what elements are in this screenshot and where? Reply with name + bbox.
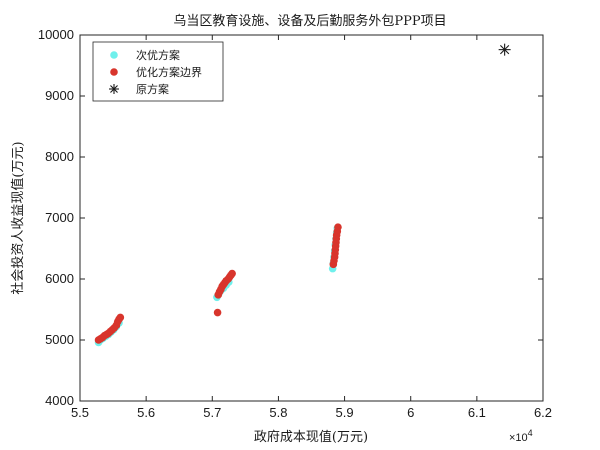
legend-marker [110,51,118,59]
x-tick-label: 5.6 [137,405,155,420]
y-tick-label: 5000 [45,332,74,347]
y-tick-label: 4000 [45,393,74,408]
x-axis-exponent-power: 4 [528,428,533,438]
data-point [213,308,222,317]
x-axis-exponent: ×104 [509,428,533,444]
data-point [228,269,236,278]
x-tick-label: 6.1 [468,405,486,420]
legend-label: 优化方案边界 [136,65,202,79]
x-axis: 5.5 5.6 5.7 5.8 5.9 6 6.1 6.2 [71,35,552,420]
data-point [334,223,342,231]
y-tick-label: 9000 [45,88,74,103]
x-tick-label: 5.5 [71,405,89,420]
y-tick-label: 10000 [38,27,74,42]
x-axis-exponent-base: ×10 [509,432,528,444]
y-axis-label: 社会投资人收益现值(万元) [10,141,26,294]
x-axis-label: 政府成本现值(万元) [254,429,368,445]
y-axis: 4000 5000 6000 7000 8000 9000 10000 [38,27,543,408]
y-tick-label: 6000 [45,271,74,286]
y-tick-label: 8000 [45,149,74,164]
x-tick-label: 6 [407,405,414,420]
data-points [94,43,511,347]
chart-title: 乌当区教育设施、设备及后勤服务外包PPP项目 [173,13,446,29]
x-tick-label: 5.7 [203,405,221,420]
x-tick-label: 5.9 [336,405,354,420]
data-point [116,313,125,322]
y-tick-label: 7000 [45,210,74,225]
series-3 [498,43,511,56]
legend-marker [110,68,118,76]
x-tick-label: 6.2 [534,405,552,420]
legend-marker [109,84,119,94]
legend-label: 次优方案 [136,48,180,62]
data-point [498,43,511,56]
series-2 [94,223,342,344]
legend-label: 原方案 [136,82,169,96]
x-tick-label: 5.8 [269,405,287,420]
